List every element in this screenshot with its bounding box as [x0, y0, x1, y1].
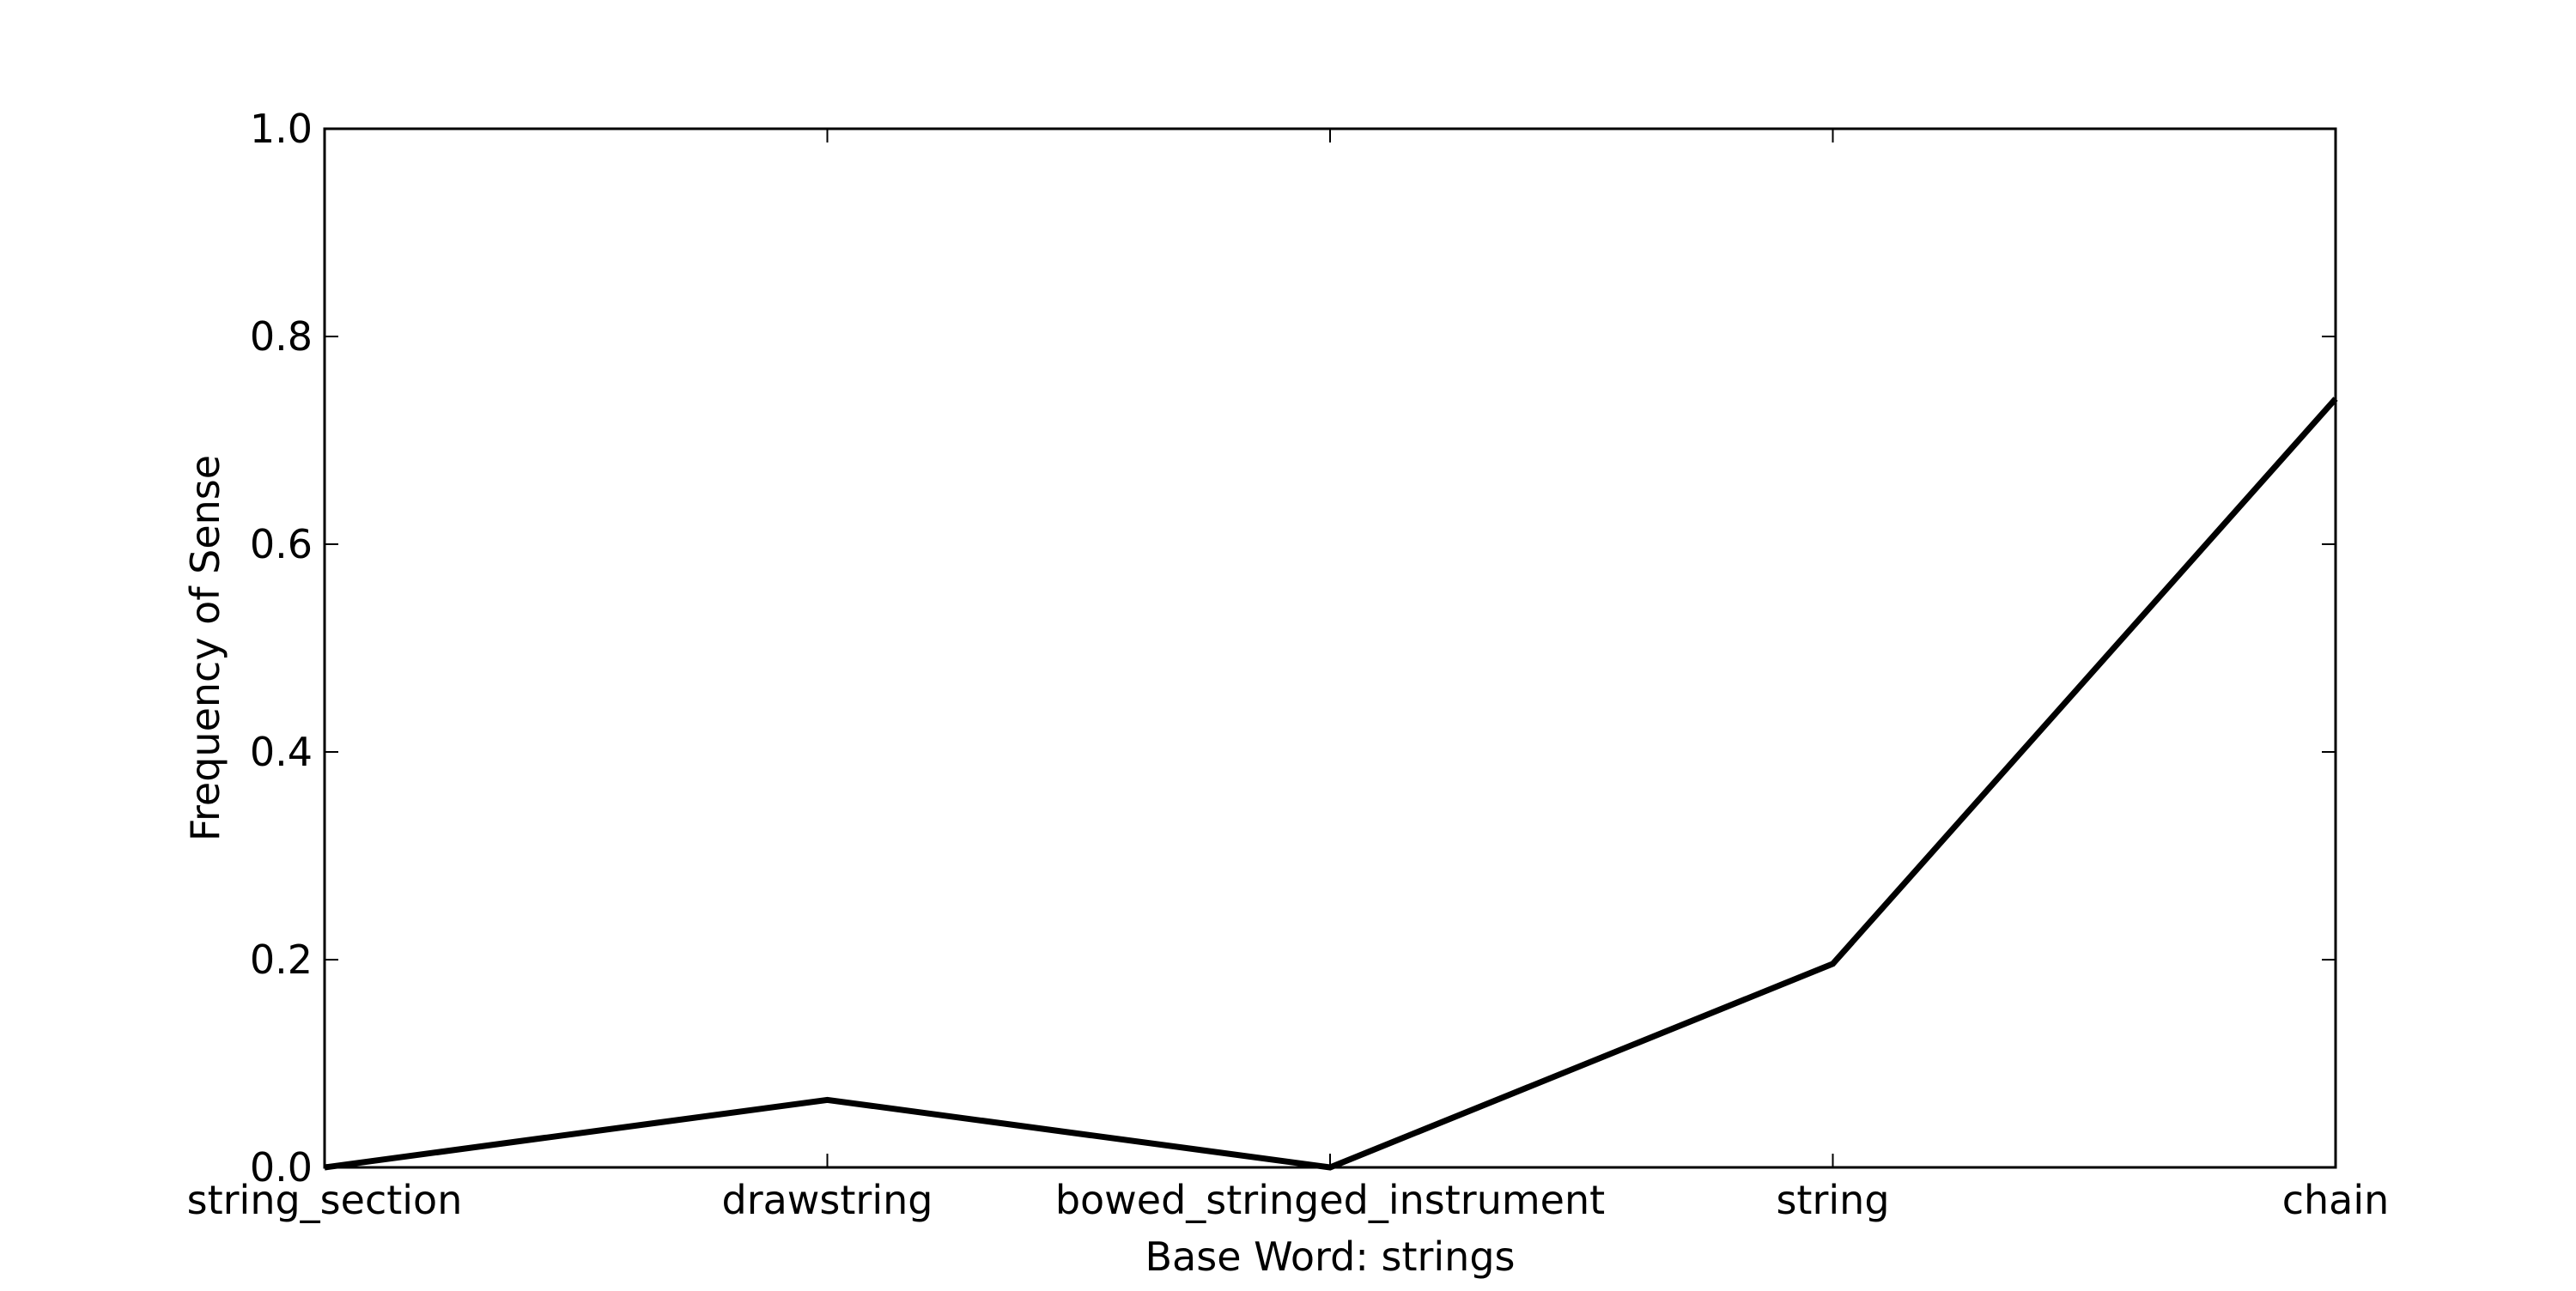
x-tick-label: string_section	[187, 1177, 463, 1223]
x-tick-label: string	[1776, 1177, 1889, 1223]
y-tick-label: 0.6	[250, 521, 313, 567]
x-tick-label: chain	[2282, 1177, 2390, 1223]
x-axis-label: Base Word: strings	[1145, 1233, 1515, 1280]
y-axis-label: Frequency of Sense	[182, 455, 228, 841]
y-tick-label: 1.0	[250, 106, 313, 152]
y-tick-label: 0.4	[250, 729, 313, 775]
y-tick-label: 0.0	[250, 1144, 313, 1191]
series-line	[324, 397, 2338, 1171]
plot-area: 0.0 0.2 0.4 0.6 0.8 1.0 string_section drawstri…	[187, 106, 2390, 1223]
x-tick-label: drawstring	[722, 1177, 933, 1223]
plot-frame	[323, 127, 2337, 1169]
y-tick-label: 0.2	[250, 936, 313, 983]
x-tick-label: bowed_stringed_instrument	[1055, 1177, 1605, 1223]
y-tick-label: 0.8	[250, 313, 313, 360]
